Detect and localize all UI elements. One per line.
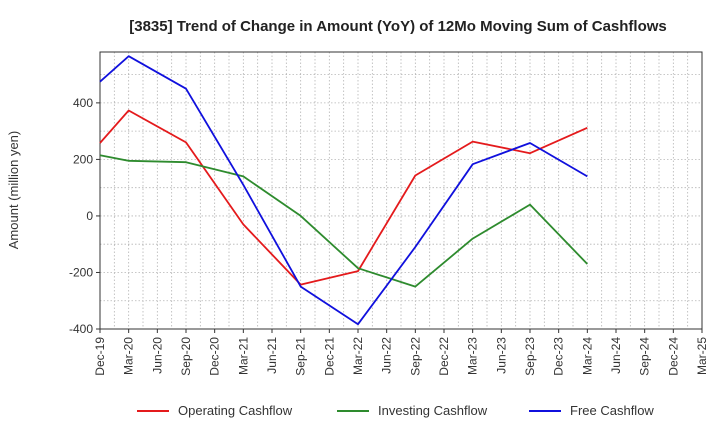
x-tick-label: Mar-24 xyxy=(580,337,594,375)
x-tick-label: Jun-20 xyxy=(150,337,164,374)
chart-title: [3835] Trend of Change in Amount (YoY) o… xyxy=(129,18,667,35)
x-tick-label: Mar-22 xyxy=(351,337,365,375)
x-tick-label: Mar-20 xyxy=(122,337,136,375)
series-line-investing-cashflow xyxy=(99,154,588,288)
x-tick-label: Dec-22 xyxy=(437,337,451,376)
x-tick-label: Dec-23 xyxy=(552,337,566,376)
x-tick-label: Dec-21 xyxy=(322,337,336,376)
x-tick-label: Sep-24 xyxy=(638,337,652,376)
legend-label-investing-cashflow: Investing Cashflow xyxy=(378,403,488,418)
axes: -400 -200 0 200 400 Dec-19 Mar-20 Jun-20 Sep-20 D… xyxy=(69,96,709,376)
series-line-operating-cashflow xyxy=(99,109,588,286)
y-tick-label: -400 xyxy=(69,322,93,336)
legend-label-operating-cashflow: Operating Cashflow xyxy=(178,403,293,418)
legend-label-free-cashflow: Free Cashflow xyxy=(570,403,654,418)
legend: Operating Cashflow Investing Cashflow Free… xyxy=(137,403,654,418)
y-tick-label: 200 xyxy=(73,152,93,166)
x-tick-label: Mar-21 xyxy=(236,337,250,375)
y-tick-label: 400 xyxy=(73,96,93,110)
x-tick-label: Sep-23 xyxy=(523,337,537,376)
x-tick-label: Jun-24 xyxy=(609,337,623,374)
x-tick-label: Dec-19 xyxy=(93,337,107,376)
x-tick-label: Mar-23 xyxy=(466,337,480,375)
x-tick-label: Dec-20 xyxy=(208,337,222,376)
x-tick-label: Sep-22 xyxy=(408,337,422,376)
x-tick-label: Jun-21 xyxy=(265,337,279,374)
y-axis-label: Amount (million yen) xyxy=(6,131,21,250)
y-tick-label: 0 xyxy=(86,209,93,223)
x-tick-label: Sep-20 xyxy=(179,337,193,376)
series-line-free-cashflow xyxy=(99,55,588,326)
x-tick-label: Dec-24 xyxy=(666,337,680,376)
x-tick-label: Jun-23 xyxy=(494,337,508,374)
y-tick-label: -200 xyxy=(69,265,93,279)
plot-border xyxy=(99,51,703,330)
x-tick-label: Mar-25 xyxy=(695,337,709,375)
x-tick-label: Sep-21 xyxy=(294,337,308,376)
x-tick-label: Jun-22 xyxy=(380,337,394,374)
series-lines xyxy=(99,55,588,326)
